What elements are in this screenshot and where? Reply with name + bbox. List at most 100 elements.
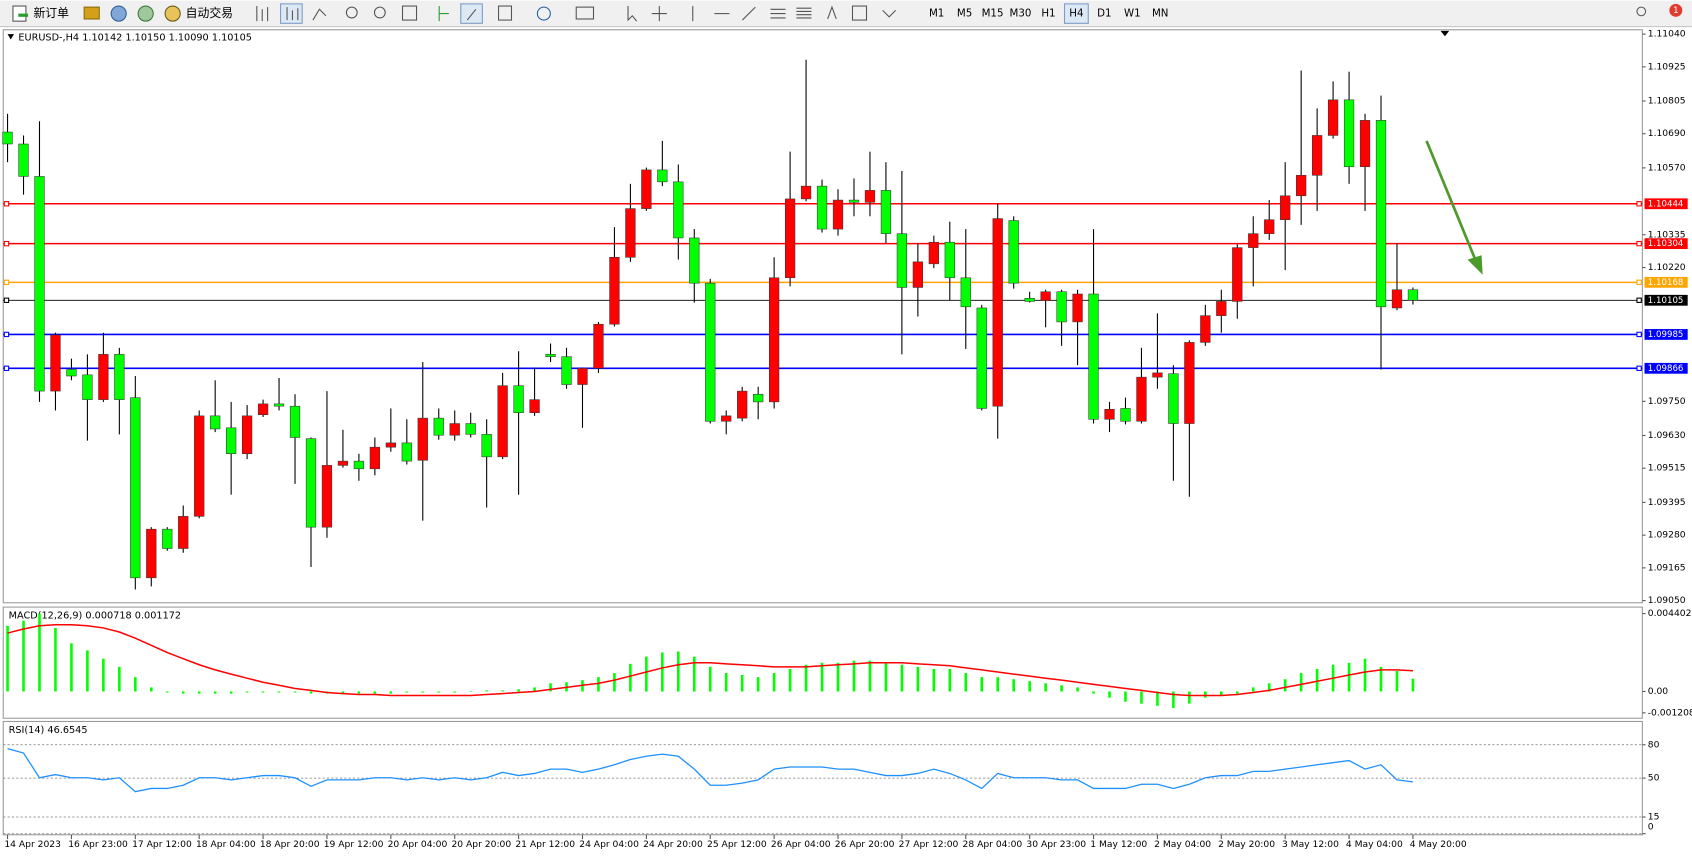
icon[interactable] bbox=[882, 9, 897, 18]
candle-body bbox=[960, 277, 971, 308]
timeframe-button[interactable]: H4 bbox=[1069, 8, 1083, 20]
timeframe-button[interactable]: M5 bbox=[957, 8, 972, 20]
macd-bar bbox=[469, 690, 472, 692]
candle-body bbox=[577, 368, 588, 385]
auto-trading-button[interactable]: 自动交易 bbox=[164, 5, 233, 22]
timeframe-button[interactable]: MN bbox=[1152, 8, 1169, 20]
macd-bar bbox=[980, 677, 984, 692]
candle-body bbox=[1264, 219, 1275, 234]
timeframe-button[interactable]: M30 bbox=[1010, 8, 1032, 20]
timeframe-bar: M1 M5 M15 M30 H1 H4 D1 W1 MN bbox=[929, 3, 1169, 24]
icon[interactable] bbox=[770, 8, 786, 19]
level-marker bbox=[1636, 365, 1642, 372]
y-tick-label: 80 bbox=[1648, 739, 1660, 750]
y-tick-label: 1.10570 bbox=[1648, 162, 1686, 173]
macd-bar bbox=[1028, 681, 1031, 692]
symbol-marker bbox=[7, 34, 15, 40]
icon[interactable] bbox=[536, 6, 551, 21]
macd-bar bbox=[86, 650, 89, 692]
y-tick-label: 1.09750 bbox=[1648, 396, 1686, 407]
candle-body bbox=[992, 218, 1003, 407]
candle-body bbox=[848, 199, 860, 203]
icon[interactable] bbox=[851, 5, 868, 21]
timeframe-button[interactable]: D1 bbox=[1097, 8, 1111, 20]
icon[interactable] bbox=[497, 5, 513, 21]
search-icon[interactable] bbox=[1636, 6, 1647, 17]
rsi-line bbox=[7, 748, 1414, 793]
icon-selected[interactable] bbox=[280, 3, 303, 24]
macd-bar bbox=[197, 691, 201, 694]
icon[interactable] bbox=[827, 5, 837, 20]
timeframe-button[interactable]: W1 bbox=[1124, 8, 1141, 20]
candle-body bbox=[337, 460, 349, 466]
icon[interactable] bbox=[796, 7, 812, 19]
icon[interactable] bbox=[742, 6, 756, 21]
icon[interactable] bbox=[651, 6, 667, 22]
icon[interactable] bbox=[627, 6, 638, 22]
icon[interactable] bbox=[110, 5, 127, 22]
candle-body bbox=[864, 190, 876, 203]
macd-title: MACD(12,26,9) 0.000718 0.001172 bbox=[9, 611, 181, 622]
notification-badge[interactable] bbox=[1669, 3, 1683, 17]
macd-bar bbox=[629, 663, 632, 692]
candle-body bbox=[737, 390, 748, 419]
macd-bar bbox=[692, 656, 696, 692]
macd-bar bbox=[70, 643, 73, 692]
icon[interactable] bbox=[137, 5, 154, 22]
x-tick-label: 24 Apr 04:00 bbox=[579, 839, 639, 850]
level-marker bbox=[1636, 240, 1642, 247]
timeframe-button[interactable]: M1 bbox=[929, 8, 944, 20]
notification-count: 1 bbox=[1673, 6, 1679, 16]
x-tick-label: 3 May 12:00 bbox=[1282, 839, 1339, 850]
macd-bar bbox=[38, 613, 41, 692]
timeframe-button[interactable]: M15 bbox=[982, 8, 1004, 20]
icon[interactable] bbox=[286, 7, 299, 21]
price-label: 1.10168 bbox=[1648, 278, 1684, 288]
macd-bar bbox=[341, 691, 345, 694]
macd-bar bbox=[677, 651, 680, 692]
macd-bar bbox=[1379, 666, 1383, 692]
macd-bar bbox=[118, 666, 121, 692]
macd-bar bbox=[964, 673, 968, 692]
icon[interactable] bbox=[312, 8, 327, 21]
candle-body bbox=[241, 415, 253, 454]
candle-body bbox=[146, 528, 157, 579]
icon[interactable] bbox=[373, 6, 386, 19]
candle-body bbox=[369, 446, 380, 470]
icon[interactable] bbox=[401, 5, 418, 21]
macd-bar bbox=[1204, 691, 1207, 698]
new-order-button[interactable]: 新订单 bbox=[12, 5, 69, 22]
macd-bar bbox=[948, 668, 952, 692]
x-tick-label: 25 Apr 12:00 bbox=[707, 839, 767, 850]
x-tick-label: 27 Apr 12:00 bbox=[899, 839, 959, 850]
candle-body bbox=[210, 415, 221, 430]
candle-body bbox=[1375, 120, 1387, 308]
icon[interactable] bbox=[345, 6, 358, 19]
price-label: 1.09866 bbox=[1648, 364, 1684, 374]
icon-selected[interactable] bbox=[460, 3, 483, 24]
candle-body bbox=[162, 528, 173, 549]
x-tick-label: 14 Apr 2023 bbox=[4, 839, 61, 850]
candle-body bbox=[98, 354, 109, 400]
candle-body bbox=[1184, 342, 1195, 424]
icon[interactable] bbox=[466, 8, 477, 21]
x-tick-label: 17 Apr 12:00 bbox=[132, 839, 192, 850]
macd-bar bbox=[261, 691, 265, 693]
candle-body bbox=[178, 516, 189, 549]
icon[interactable] bbox=[575, 6, 595, 20]
macd-bar bbox=[453, 691, 457, 693]
icon[interactable] bbox=[256, 6, 269, 22]
macd-bar bbox=[1124, 691, 1127, 702]
icon[interactable] bbox=[83, 6, 100, 20]
candle-body bbox=[928, 241, 939, 265]
candle-body bbox=[976, 307, 987, 409]
timeframe-button[interactable]: H1 bbox=[1041, 8, 1055, 20]
arrow-shaft bbox=[1425, 140, 1478, 263]
price-label-bg bbox=[1644, 276, 1688, 288]
candle-body bbox=[1008, 220, 1019, 284]
macd-bar bbox=[756, 677, 760, 692]
candle-body bbox=[609, 257, 620, 325]
macd-bar bbox=[788, 668, 792, 692]
icon[interactable] bbox=[438, 6, 449, 22]
